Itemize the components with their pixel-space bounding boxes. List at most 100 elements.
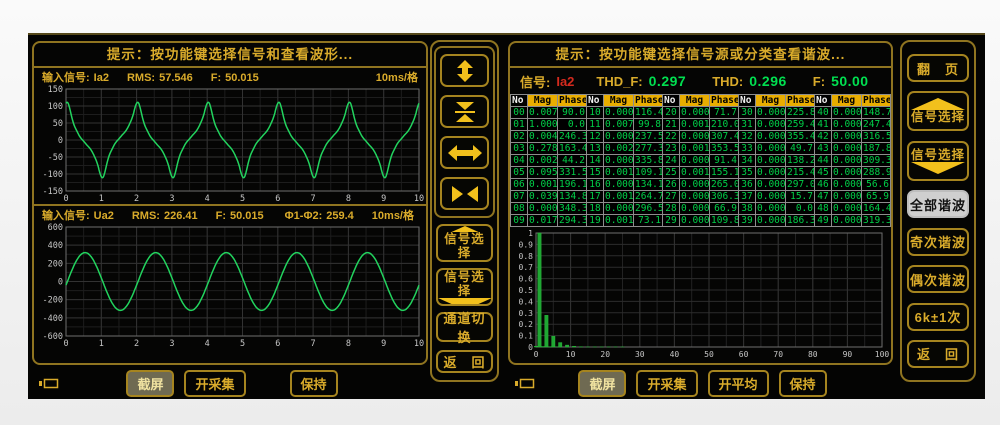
harmonic-mag: 0.000	[831, 190, 862, 203]
svg-text:20: 20	[600, 350, 610, 359]
harmonic-no: 48	[814, 202, 832, 215]
harmonic-phase: 355.4	[785, 130, 815, 143]
start-average-button-right[interactable]: 开平均	[707, 369, 769, 397]
screenshot-button-right[interactable]: 截屏	[578, 369, 627, 397]
compress-vertical-button[interactable]	[440, 95, 489, 128]
harmonic-mag: 0.000	[755, 130, 786, 143]
harmonic-phase: 164.4	[861, 202, 891, 215]
harmonic-no: 29	[662, 214, 680, 227]
header-phase: Phase	[709, 94, 739, 107]
harmonic-mag: 0.000	[755, 154, 786, 167]
harmonic-no: 10	[586, 106, 604, 119]
signal-info-row: 信号: Ia2 THD_F: 0.297 THD: 0.296 F: 50.00	[510, 68, 891, 94]
wave1-timescale: 10ms/格	[375, 71, 418, 84]
harmonic-mag: 0.000	[831, 106, 862, 119]
harmonic-phase: 309.3	[861, 154, 891, 167]
odd-harmonics-button[interactable]: 奇次谐波	[907, 227, 969, 256]
harmonic-mag: 0.000	[679, 202, 710, 215]
battery-icon	[515, 378, 535, 388]
harmonic-phase: 155.1	[709, 166, 739, 179]
harmonic-mag: 0.000	[831, 178, 862, 191]
header-mag: Mag	[527, 94, 558, 107]
svg-text:50: 50	[53, 119, 63, 129]
svg-text:0.7: 0.7	[519, 263, 534, 272]
harmonic-no: 45	[814, 166, 832, 179]
channel-switch-button[interactable]: 通道切换	[436, 311, 493, 345]
signal-select-up-button-right[interactable]: 信号选择	[907, 91, 969, 132]
header-no: No	[586, 94, 604, 107]
harmonic-phase: 99.8	[633, 118, 663, 131]
harmonic-mag: 0.000	[831, 214, 862, 227]
all-harmonics-button[interactable]: 全部谐波	[907, 190, 969, 219]
signal-select-down-button[interactable]: 信号选择	[436, 268, 493, 306]
signal-select-up-button[interactable]: 信号选择	[436, 224, 493, 262]
page-flip-button[interactable]: 翻 页	[907, 54, 969, 82]
svg-text:0: 0	[58, 136, 63, 146]
wave2-rms-label: RMS:	[131, 209, 160, 222]
svg-text:0.4: 0.4	[519, 297, 534, 306]
harmonic-phase: 265.0	[709, 178, 739, 191]
svg-text:100: 100	[48, 102, 63, 112]
harmonic-mag: 0.000	[755, 214, 786, 227]
harmonic-no: 22	[662, 130, 680, 143]
harmonic-no: 32	[738, 130, 756, 143]
svg-text:0: 0	[63, 194, 68, 204]
harmonic-phase: 306.3	[709, 190, 739, 203]
waveform-controls-column: 信号选择 信号选择 通道切换 返 回	[430, 40, 499, 382]
table-row: 00 0.007 90.0 10 0.000 116.4 20 0.000 71.7 30 0.00…	[510, 106, 891, 119]
signal-select-down-button-right[interactable]: 信号选择	[907, 140, 969, 181]
svg-text:0: 0	[58, 278, 63, 288]
expand-vertical-button[interactable]	[440, 54, 489, 87]
svg-text:600: 600	[48, 223, 63, 233]
compress-vertical-icon	[454, 101, 475, 122]
harmonic-no: 42	[814, 130, 832, 143]
thd-label: THD:	[712, 73, 744, 89]
harmonic-mag: 0.000	[831, 118, 862, 131]
table-row: 09 0.017 294.3 19 0.001 73.1 29 0.000 109.8 39 0.0…	[510, 214, 891, 227]
svg-text:7: 7	[311, 339, 316, 349]
six-k-harmonics-button[interactable]: 6k±1次	[907, 302, 969, 331]
harmonic-no: 26	[662, 178, 680, 191]
hold-button-right[interactable]: 保持	[778, 369, 827, 397]
harmonic-no: 38	[738, 202, 756, 215]
start-capture-button-right[interactable]: 开采集	[636, 369, 698, 397]
svg-text:4: 4	[205, 194, 210, 204]
harmonic-no: 47	[814, 190, 832, 203]
harmonic-mag: 0.000	[603, 178, 634, 191]
triangle-down-icon	[911, 161, 965, 174]
even-harmonics-button[interactable]: 偶次谐波	[907, 265, 969, 294]
svg-text:400: 400	[48, 241, 63, 251]
wave2-phase-label: Φ1-Φ2:	[284, 209, 323, 222]
ua2-waveform-chart: -600 -400 -200 0 200 400 600 0 1 2 3 4 5 6 7 8 9 10	[43, 223, 424, 349]
back-button-right[interactable]: 返 回	[907, 339, 969, 368]
harmonic-no: 21	[662, 118, 680, 131]
harmonic-phase: 215.4	[785, 166, 815, 179]
wave1-signal-name: Ia2	[93, 71, 109, 84]
harmonic-no: 16	[586, 178, 604, 191]
svg-text:-100: -100	[43, 170, 63, 180]
harmonic-phase: 90.0	[557, 106, 587, 119]
harmonic-phase: 225.8	[785, 106, 815, 119]
svg-text:8: 8	[346, 194, 351, 204]
harmonic-no: 03	[510, 142, 528, 155]
signal-value: Ia2	[556, 73, 575, 89]
harmonic-no: 15	[586, 166, 604, 179]
svg-text:0.6: 0.6	[519, 275, 534, 284]
harmonic-no: 35	[738, 166, 756, 179]
harmonic-phase: 277.3	[633, 142, 663, 155]
harmonic-mag: 1.000	[527, 118, 558, 131]
start-capture-button-left[interactable]: 开采集	[184, 369, 246, 397]
svg-text:150: 150	[48, 85, 63, 95]
thdf-value: 0.297	[648, 73, 687, 89]
expand-horizontal-button[interactable]	[440, 136, 489, 169]
compress-horizontal-button[interactable]	[440, 177, 489, 210]
hold-button-left[interactable]: 保持	[289, 369, 338, 397]
signal-label: 信号:	[520, 74, 551, 90]
harmonic-no: 04	[510, 154, 528, 167]
screenshot-button-left[interactable]: 截屏	[126, 369, 175, 397]
harmonic-mag: 0.278	[527, 142, 558, 155]
harmonic-no: 31	[738, 118, 756, 131]
table-row: 06 0.001 196.1 16 0.000 134.1 26 0.000 265.0 36 0.…	[510, 178, 891, 191]
svg-text:3: 3	[169, 194, 174, 204]
back-button-left[interactable]: 返 回	[436, 350, 493, 373]
